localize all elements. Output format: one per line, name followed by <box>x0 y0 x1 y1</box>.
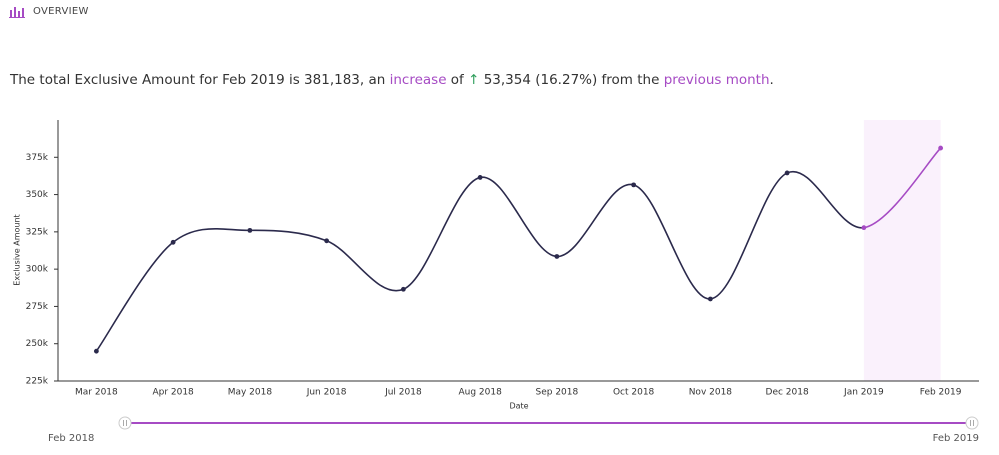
x-tick-label: Aug 2018 <box>458 388 502 398</box>
line-highlight <box>863 147 942 229</box>
x-tick-label: Feb 2019 <box>920 388 962 398</box>
y-tick-label: 225k <box>26 377 49 387</box>
header-title: OVERVIEW <box>33 6 89 17</box>
slider-handle-knob <box>118 416 132 430</box>
summary-text: 53,354 (16.27%) from the <box>479 72 664 88</box>
line <box>95 170 865 352</box>
x-tick-label: Sep 2018 <box>536 388 579 398</box>
point <box>631 182 637 188</box>
point <box>324 238 330 244</box>
point <box>554 254 560 259</box>
summary-text: . <box>769 72 774 88</box>
point <box>247 227 253 233</box>
x-tick-label: Jul 2018 <box>384 388 422 398</box>
highlight-band <box>863 120 941 381</box>
point <box>938 145 944 151</box>
y-tick-label: 275k <box>26 302 49 312</box>
slider-handle[interactable] <box>118 416 132 430</box>
point <box>170 239 176 245</box>
summary-text: The total Exclusive Amount for Feb 2019 … <box>10 72 390 88</box>
y-tick-label: 350k <box>26 190 49 200</box>
summary-text: of <box>446 72 469 88</box>
x-tick-label: Jan 2019 <box>843 388 884 398</box>
overview-icon <box>9 7 25 18</box>
x-tick-label: Nov 2018 <box>689 388 733 398</box>
point <box>861 225 867 231</box>
y-tick-label: 250k <box>26 339 49 349</box>
x-axis-label: Date <box>509 402 528 411</box>
point <box>93 348 99 354</box>
x-tick-label: Dec 2018 <box>766 388 809 398</box>
slider-handle[interactable] <box>965 416 979 430</box>
slider-start-label: Feb 2018 <box>48 433 94 444</box>
y-tick-label: 325k <box>26 227 49 237</box>
y-axis-label: Exclusive Amount <box>13 214 22 285</box>
point <box>784 170 790 176</box>
summary: The total Exclusive Amount for Feb 2019 … <box>10 72 774 88</box>
up-arrow: ↑ <box>468 72 480 88</box>
x-tick-label: Oct 2018 <box>613 388 655 398</box>
y-tick-label: 375k <box>26 153 49 163</box>
x-tick-label: Apr 2018 <box>152 388 194 398</box>
point <box>400 286 406 292</box>
y-tick-label: 300k <box>26 265 49 275</box>
slider-handle-knob <box>965 416 979 430</box>
point <box>477 175 483 180</box>
x-tick-label: May 2018 <box>228 388 273 398</box>
x-tick-label: Jun 2018 <box>306 388 347 398</box>
summary-link[interactable]: previous month <box>663 72 770 88</box>
point <box>707 296 713 302</box>
slider-end-label: Feb 2019 <box>933 433 979 444</box>
x-tick-label: Mar 2018 <box>75 388 118 398</box>
summary-link[interactable]: increase <box>389 72 447 88</box>
